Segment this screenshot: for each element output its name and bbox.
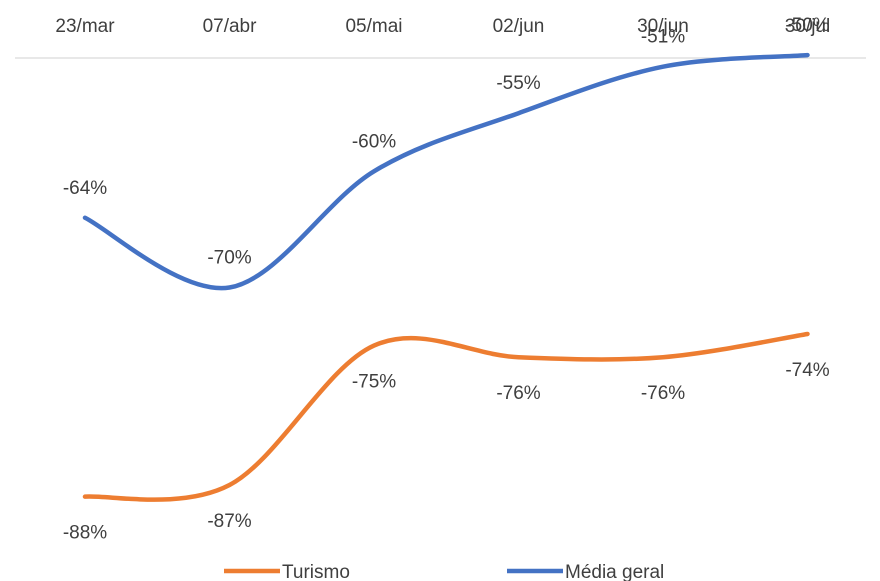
x-tick-label: 05/mai	[345, 16, 402, 37]
series-line-turismo	[82, 331, 810, 502]
x-tick-label: 30/jul	[785, 16, 830, 37]
x-axis-ticks: 23/mar 07/abr 05/mai 02/jun 30/jun 30/jul	[55, 16, 830, 37]
data-labels: -88% -87% -75% -76% -76% -74% -64% -70% -60% -55%…	[63, 15, 830, 544]
data-label-media-geral: -51%	[641, 27, 685, 48]
data-label-media-geral: -64%	[63, 178, 107, 199]
x-tick-label: 02/jun	[493, 16, 545, 37]
legend-label-turismo: Turismo	[282, 562, 350, 581]
data-label-turismo: -76%	[496, 383, 540, 404]
data-label-turismo: -88%	[63, 523, 107, 544]
data-label-media-geral: -60%	[352, 131, 396, 152]
series-lines	[82, 52, 810, 502]
data-label-media-geral: -70%	[207, 248, 251, 269]
x-tick-label: 23/mar	[55, 16, 115, 37]
series-line-media-geral	[82, 52, 810, 291]
x-tick-label: 30/jun	[637, 16, 689, 37]
legend: Turismo Média geral	[224, 562, 664, 581]
data-label-turismo: -76%	[641, 383, 685, 404]
data-label-media-geral: -50%	[785, 15, 829, 36]
data-label-turismo: -87%	[207, 511, 251, 532]
x-tick-label: 07/abr	[203, 16, 258, 37]
data-label-media-geral: -55%	[496, 73, 540, 94]
data-label-turismo: -75%	[352, 372, 396, 393]
legend-label-media-geral: Média geral	[565, 562, 664, 581]
data-label-turismo: -74%	[785, 360, 829, 381]
